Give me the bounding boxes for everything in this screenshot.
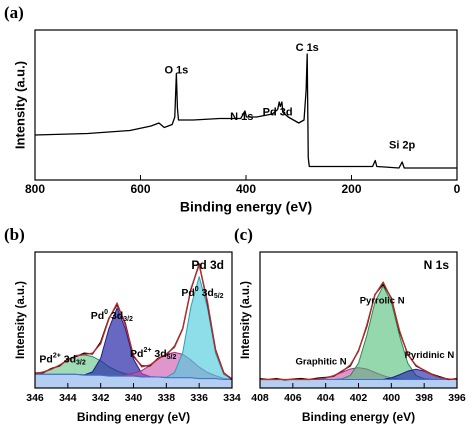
plot-area — [260, 281, 457, 388]
label-part: Pd 3d — [263, 106, 293, 118]
peak-label: Pd2+ 3d5/2 — [130, 347, 176, 361]
label-part: 2+ — [53, 353, 61, 360]
peak-label: Pd0 3d5/2 — [181, 286, 223, 300]
component-fill — [35, 276, 232, 388]
x-tick-label: 342 — [92, 392, 110, 404]
label-part: 3/2 — [76, 360, 86, 367]
label-part: 3d — [199, 287, 214, 299]
spectrum-line — [35, 264, 232, 380]
label-part: 3d — [108, 310, 123, 322]
panel-title: Pd 3d — [191, 258, 224, 272]
x-tick-label: 396 — [448, 392, 466, 404]
label-part: 3/2 — [123, 316, 133, 323]
x-tick-label: 800 — [25, 182, 45, 196]
x-tick-label: 344 — [59, 392, 77, 404]
x-tick-label: 402 — [350, 392, 368, 404]
spectrum-line — [260, 281, 457, 381]
spectrum-line — [35, 53, 457, 169]
x-tick-label: 0 — [454, 182, 461, 196]
x-tick-label: 404 — [317, 392, 335, 404]
x-tick-label: 600 — [130, 182, 150, 196]
x-tick-label: 200 — [341, 182, 361, 196]
plot-area — [35, 53, 457, 169]
x-tick-label: 334 — [223, 392, 241, 404]
x-tick-label: 346 — [26, 392, 44, 404]
label-part: Si 2p — [389, 139, 416, 151]
peak-label: Pd0 3d3/2 — [91, 309, 133, 323]
peak-label: N 1s — [230, 111, 253, 123]
label-part: 5/2 — [167, 354, 177, 361]
x-tick-label: 406 — [284, 392, 302, 404]
spectrum-line — [35, 263, 232, 381]
x-tick-label: 338 — [158, 392, 176, 404]
label-part: Pd — [91, 310, 104, 322]
x-axis-label: Binding energy (eV) — [77, 410, 190, 424]
label-part: 3d — [61, 353, 76, 365]
component-label: Graphitic N — [295, 357, 346, 368]
peak-label: O 1s — [164, 64, 188, 76]
label-part: 2+ — [143, 347, 151, 354]
label-part: Pd — [130, 348, 143, 360]
label-part: N 1s — [230, 111, 253, 123]
y-axis-label: Intensity (a.u.) — [240, 281, 252, 359]
peak-label: Pd 3d — [263, 106, 293, 118]
x-tick-label: 400 — [236, 182, 256, 196]
peak-label: Si 2p — [389, 139, 416, 151]
label-part: 0 — [195, 286, 199, 293]
panel-label: (c) — [234, 225, 253, 244]
x-tick-label: 340 — [125, 392, 143, 404]
component-line — [35, 373, 232, 380]
x-axis-label: Binding energy (eV) — [180, 199, 312, 215]
y-axis-label: Intensity (a.u.) — [12, 61, 27, 149]
label-part: C 1s — [296, 42, 319, 54]
panel-label: (a) — [4, 3, 24, 22]
label-part: 5/2 — [214, 293, 224, 300]
x-tick-label: 336 — [190, 392, 208, 404]
panel-label: (b) — [4, 225, 25, 244]
peak-label: C 1s — [296, 42, 319, 54]
component-label: Pyridinic N — [405, 350, 455, 361]
panel-title: N 1s — [424, 258, 450, 272]
label-part: Pd — [39, 353, 52, 365]
plot-frame — [34, 29, 458, 181]
x-tick-label: 398 — [415, 392, 433, 404]
y-axis-label: Intensity (a.u.) — [15, 281, 27, 359]
x-tick-label: 408 — [251, 392, 269, 404]
component-label: Pyrrolic N — [360, 295, 405, 306]
x-tick-label: 400 — [383, 392, 401, 404]
x-axis-label: Binding energy (eV) — [302, 410, 415, 424]
label-part: Pd — [181, 287, 194, 299]
label-part: 3d — [151, 348, 166, 360]
plot-area — [35, 263, 232, 388]
label-part: O 1s — [164, 64, 188, 76]
peak-label: Pd2+ 3d3/2 — [39, 353, 85, 367]
label-part: 0 — [104, 309, 108, 316]
component-fill — [260, 286, 457, 388]
